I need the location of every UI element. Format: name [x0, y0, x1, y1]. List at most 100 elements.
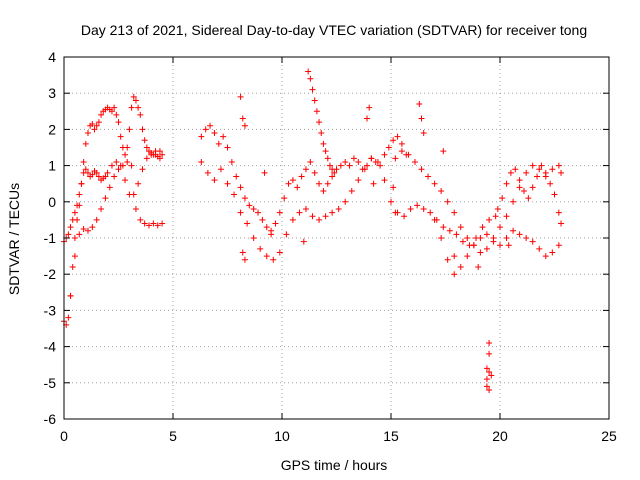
data-point: [65, 231, 72, 238]
y-tick-label: -1: [44, 230, 57, 246]
data-point: [104, 169, 111, 176]
data-point: [74, 202, 81, 209]
x-tick-label: 0: [60, 428, 68, 444]
data-point: [65, 314, 72, 321]
data-point: [492, 213, 499, 220]
data-point: [542, 169, 549, 176]
data-point: [128, 104, 135, 111]
chart-title: Day 213 of 2021, Sidereal Day-to-day VTE…: [81, 22, 587, 38]
data-point: [311, 169, 318, 176]
data-point: [355, 158, 362, 165]
data-point: [250, 206, 257, 213]
data-point: [385, 144, 392, 151]
data-point: [444, 256, 451, 263]
data-point: [67, 224, 74, 231]
data-point: [148, 151, 155, 158]
data-point: [348, 187, 355, 194]
data-point: [503, 235, 510, 241]
data-point: [497, 224, 503, 231]
data-point: [401, 213, 408, 220]
data-point: [451, 209, 458, 216]
data-point: [361, 166, 368, 173]
data-point: [237, 93, 244, 100]
data-point: [141, 220, 148, 227]
data-point: [159, 220, 166, 227]
data-point: [547, 180, 554, 187]
data-point: [307, 75, 314, 82]
data-point: [475, 263, 482, 270]
data-point: [516, 231, 523, 238]
data-point: [355, 177, 362, 184]
data-point: [76, 231, 83, 238]
data-point: [239, 115, 246, 122]
data-point: [241, 256, 248, 263]
data-point: [507, 169, 514, 176]
data-point: [407, 206, 414, 213]
y-tick-label: 0: [48, 194, 56, 210]
data-point: [302, 206, 309, 213]
data-point: [370, 180, 377, 187]
y-tick-label: -5: [44, 375, 57, 391]
data-point: [137, 216, 144, 223]
data-point: [326, 162, 333, 169]
data-point: [135, 104, 142, 111]
data-point: [156, 155, 163, 162]
data-point: [132, 206, 139, 213]
data-point: [207, 122, 214, 129]
x-tick-label: 10: [274, 428, 290, 444]
tick-labels: 0 5 10 15 20 25 -6 -5 -4 -3 -2 -1 0 1 2 3 4: [44, 49, 617, 444]
data-point: [366, 104, 373, 111]
data-point: [244, 220, 251, 227]
data-point: [143, 144, 150, 151]
data-point: [126, 126, 133, 133]
data-point: [124, 158, 131, 165]
data-point: [283, 231, 290, 238]
data-point: [137, 111, 144, 118]
data-point: [329, 209, 336, 216]
data-point: [98, 206, 105, 213]
data-point: [503, 213, 510, 220]
data-point: [350, 155, 357, 162]
data-point: [281, 195, 288, 202]
data-point: [211, 177, 218, 184]
data-point: [84, 169, 91, 176]
data-point: [259, 216, 266, 223]
data-point: [239, 249, 246, 256]
series-track-c: [67, 158, 166, 299]
data-point: [305, 68, 312, 75]
data-point: [490, 238, 497, 245]
data-point: [497, 242, 503, 249]
data-point: [549, 249, 556, 256]
data-point: [320, 140, 327, 147]
data-point: [538, 162, 545, 169]
data-point: [124, 144, 131, 151]
data-point: [98, 111, 105, 118]
data-point: [364, 162, 371, 169]
data-point: [257, 245, 264, 252]
data-point: [536, 245, 543, 252]
data-point: [69, 263, 76, 270]
data-point: [313, 108, 320, 115]
data-point: [486, 350, 493, 357]
data-point: [464, 235, 471, 241]
y-tick-label: -6: [44, 411, 57, 427]
data-point: [263, 224, 270, 231]
data-point: [146, 222, 153, 229]
data-point: [89, 171, 96, 178]
data-point: [241, 122, 248, 129]
data-point: [108, 108, 115, 115]
data-point: [486, 216, 493, 223]
data-point: [512, 166, 519, 173]
y-tick-label: 2: [48, 121, 56, 137]
data-point: [555, 162, 562, 169]
data-point: [329, 166, 336, 173]
x-tick-label: 5: [169, 428, 177, 444]
data-point: [311, 97, 318, 104]
data-point: [276, 249, 283, 256]
data-point: [420, 130, 427, 137]
data-point: [135, 180, 142, 187]
data-point: [558, 169, 565, 176]
grid: [64, 57, 609, 419]
data-point: [329, 173, 336, 180]
data-point: [318, 130, 325, 137]
